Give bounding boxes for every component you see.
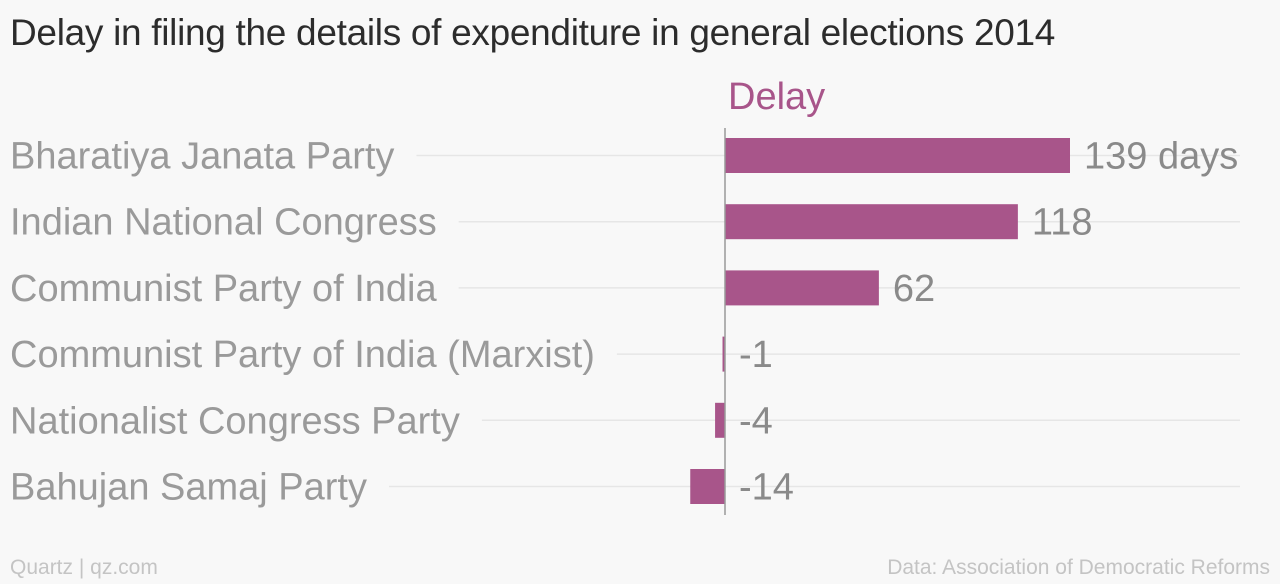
value-label: -4 <box>739 400 773 442</box>
footer-source: Data: Association of Democratic Reforms <box>887 556 1270 579</box>
value-labels: 139 days 118 62 -1 -4 -14 <box>739 136 1238 509</box>
value-label: -1 <box>739 334 773 376</box>
category-label: Communist Party of India (Marxist) <box>10 334 595 376</box>
bar <box>725 204 1018 240</box>
category-label: Bharatiya Janata Party <box>10 136 394 178</box>
bar <box>725 138 1070 173</box>
chart-title: Delay in filing the details of expenditu… <box>10 12 1056 53</box>
series-legend-label: Delay <box>728 76 826 118</box>
value-label: 118 <box>1032 202 1093 244</box>
bar <box>722 336 725 372</box>
bar <box>725 270 879 306</box>
bar <box>690 469 725 504</box>
footer-credit: Quartz | qz.com <box>10 556 158 579</box>
bar <box>715 402 725 438</box>
bars <box>690 138 1070 504</box>
value-label: 62 <box>893 268 935 310</box>
category-label: Indian National Congress <box>10 202 437 244</box>
value-label: -14 <box>739 467 794 509</box>
category-label: Bahujan Samaj Party <box>10 467 367 509</box>
category-label: Nationalist Congress Party <box>10 400 460 442</box>
category-labels: Bharatiya Janata Party Indian National Co… <box>10 136 595 509</box>
value-label: 139 days <box>1084 136 1238 178</box>
category-label: Communist Party of India <box>10 268 437 310</box>
